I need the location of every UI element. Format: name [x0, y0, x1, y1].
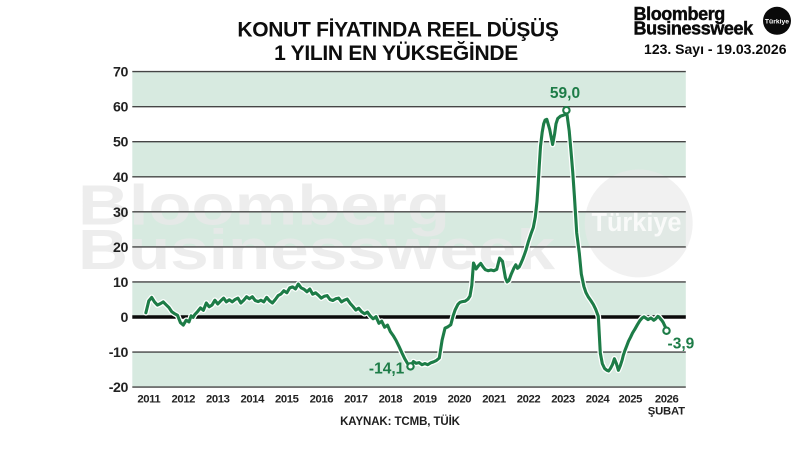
svg-text:Businessweek: Businessweek [634, 19, 755, 39]
svg-text:59,0: 59,0 [550, 85, 580, 102]
svg-text:2014: 2014 [241, 394, 266, 406]
svg-text:Bloomberg: Bloomberg [634, 4, 725, 24]
svg-text:2020: 2020 [448, 394, 472, 406]
svg-text:2013: 2013 [206, 394, 230, 406]
svg-text:1 YILIN EN YÜKSEĞİNDE: 1 YILIN EN YÜKSEĞİNDE [274, 41, 518, 65]
svg-text:10: 10 [113, 275, 128, 291]
svg-text:2012: 2012 [172, 394, 196, 406]
svg-text:2026: 2026 [655, 394, 679, 406]
svg-text:60: 60 [113, 100, 128, 116]
svg-text:40: 40 [113, 170, 128, 186]
svg-text:2017: 2017 [344, 394, 368, 406]
svg-text:2016: 2016 [310, 394, 334, 406]
svg-text:2024: 2024 [586, 394, 611, 406]
svg-text:2023: 2023 [551, 394, 575, 406]
svg-text:2015: 2015 [275, 394, 299, 406]
svg-text:-14,1: -14,1 [369, 360, 405, 377]
svg-text:50: 50 [113, 135, 128, 151]
svg-text:2011: 2011 [137, 394, 160, 406]
svg-text:Businessweek: Businessweek [78, 218, 555, 282]
svg-text:Bloomberg: Bloomberg [78, 174, 450, 238]
svg-text:-20: -20 [109, 380, 129, 396]
svg-text:-3,9: -3,9 [668, 335, 695, 352]
svg-text:-10: -10 [109, 345, 129, 361]
svg-text:123. Sayı - 19.03.2026: 123. Sayı - 19.03.2026 [644, 41, 787, 57]
svg-text:Türkiye: Türkiye [592, 209, 682, 237]
svg-text:KONUT FİYATINDA REEL DÜŞÜŞ: KONUT FİYATINDA REEL DÜŞÜŞ [237, 18, 559, 41]
svg-text:0: 0 [121, 310, 129, 326]
svg-text:ŞUBAT: ŞUBAT [648, 406, 685, 418]
svg-text:Türkiye: Türkiye [765, 18, 789, 25]
svg-text:2022: 2022 [517, 394, 541, 406]
svg-text:2025: 2025 [619, 394, 643, 406]
svg-text:70: 70 [113, 65, 128, 81]
svg-text:2021: 2021 [482, 394, 506, 406]
svg-text:20: 20 [113, 240, 128, 256]
svg-text:KAYNAK: TCMB, TÜİK: KAYNAK: TCMB, TÜİK [340, 415, 461, 428]
svg-text:30: 30 [113, 205, 128, 221]
svg-text:2019: 2019 [413, 394, 437, 406]
svg-text:2018: 2018 [379, 394, 403, 406]
